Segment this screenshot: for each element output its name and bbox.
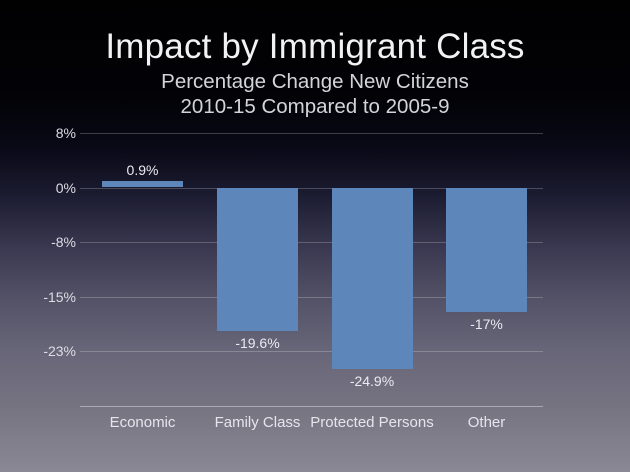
slide-subtitle-line-1: Percentage Change New Citizens	[161, 70, 469, 93]
value-label-other: -17%	[470, 315, 503, 332]
category-label-economic: Economic	[109, 413, 176, 431]
y-axis-tick--15-: -15%	[43, 288, 76, 305]
value-label-economic: 0.9%	[126, 161, 159, 178]
value-label-family-class: -19.6%	[235, 334, 280, 351]
slide-title: Impact by Immigrant Class	[105, 27, 525, 66]
gridline--8-	[80, 242, 543, 243]
y-axis-tick-0-: 0%	[55, 179, 76, 196]
y-axis-tick-8-: 8%	[55, 125, 76, 141]
slide-subtitle-line-2: 2010-15 Compared to 2005-9	[180, 95, 450, 118]
gridline--15-	[80, 296, 543, 298]
y-axis-tick--23-: -23%	[43, 343, 76, 359]
value-label-protected-persons: -24.9%	[349, 373, 395, 390]
gridline--23-	[80, 351, 543, 352]
category-label-other: Other	[467, 413, 506, 431]
y-axis-tick--8-: -8%	[51, 234, 76, 250]
bar-family-class	[217, 188, 298, 331]
gridline-0-	[80, 187, 543, 189]
bar-other	[446, 188, 527, 312]
x-axis-baseline	[80, 405, 543, 407]
bar-protected-persons	[331, 188, 413, 370]
bar-economic	[102, 180, 183, 188]
category-label-family-class: Family Class	[214, 413, 301, 431]
category-label-protected-persons: Protected Persons	[310, 413, 434, 431]
slide-subtitle: Percentage Change New Citizens 2010-15 C…	[0, 69, 630, 119]
gridline-8-	[80, 133, 543, 134]
